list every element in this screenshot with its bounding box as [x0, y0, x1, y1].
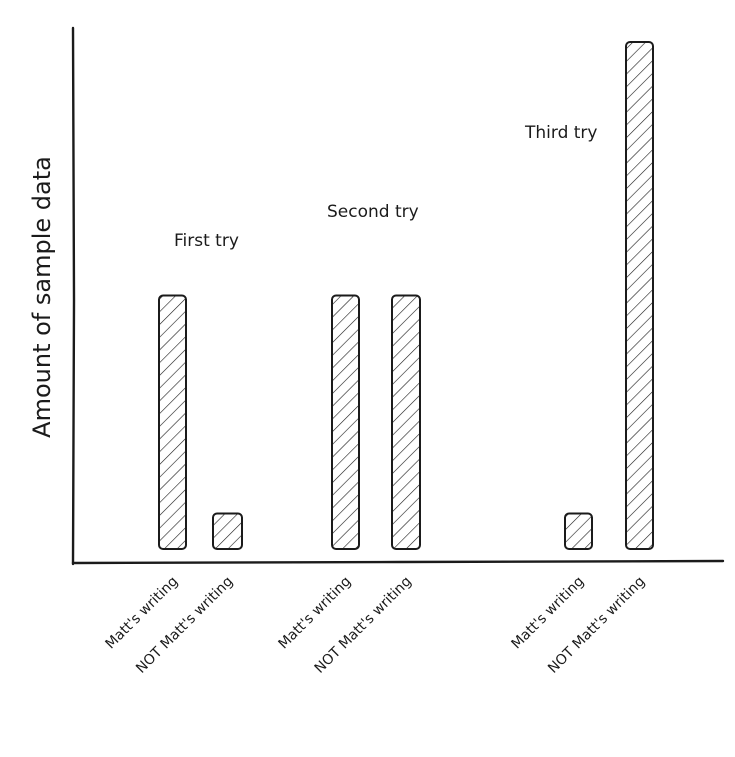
bar-third-try-matt-s-writing [564, 512, 593, 551]
bars-layer [158, 41, 654, 551]
x-axis [71, 559, 725, 565]
bar-second-try-matt-s-writing [331, 294, 360, 550]
bar-first-try-matt-s-writing [158, 294, 187, 550]
group-labels-layer: First try Second try Third try [174, 123, 597, 251]
group-label-second-try: Second try [327, 202, 419, 222]
y-axis [71, 26, 76, 566]
y-axis-label: Amount of sample data [28, 156, 56, 438]
bar-second-try-not-matt-s-writing [391, 294, 421, 550]
group-label-third-try: Third try [524, 123, 597, 143]
tick-label-first-try-not-matt-s-writing: NOT Matt's writing [133, 574, 236, 677]
bar-third-try-not-matt-s-writing [625, 41, 654, 550]
group-label-first-try: First try [174, 231, 239, 251]
bar-first-try-not-matt-s-writing [212, 512, 243, 551]
